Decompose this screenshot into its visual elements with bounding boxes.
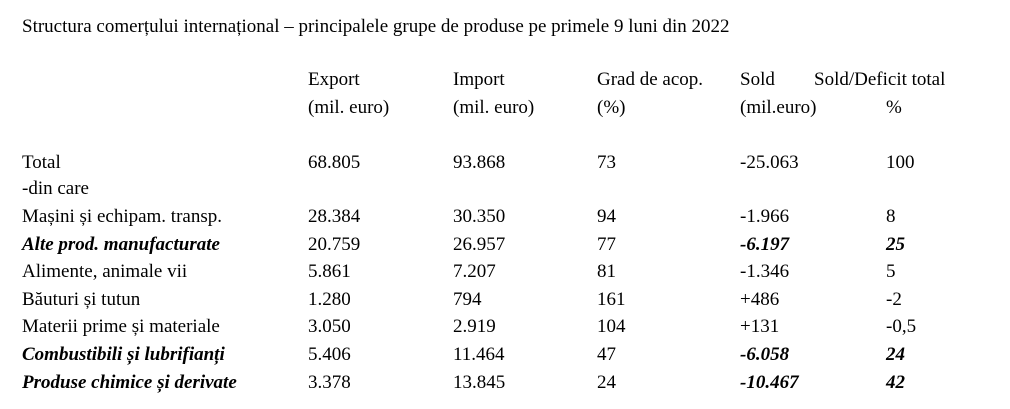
cell: -1.966 [740,206,790,227]
cell: 28.384 [308,206,361,227]
cell: +131 [740,316,780,337]
cell: 7.207 [453,261,496,282]
row-label: -din care [22,178,89,199]
column-unit: (mil. euro) [308,97,390,118]
cell: 20.759 [308,234,361,255]
column-header: Sold/Deficit total [814,69,946,90]
column-header: Import [453,69,505,90]
cell: 2.919 [453,316,496,337]
cell: -10.467 [740,372,799,393]
cell: 24 [597,372,616,393]
cell: 104 [597,316,626,337]
cell: -6.058 [740,344,790,365]
cell: 11.464 [453,344,505,365]
cell: 25 [886,234,905,255]
cell: +486 [740,289,780,310]
cell: 47 [597,344,616,365]
cell: 42 [886,372,905,393]
column-header: Grad de acop. [597,69,704,90]
row-label: Mașini și echipam. transp. [22,206,222,227]
cell: -0,5 [886,316,917,337]
cell: 81 [597,261,616,282]
title: Structura comerțului internațional – pri… [22,16,730,37]
cell: 77 [597,234,616,255]
cell: 100 [886,152,915,173]
row-label: Alte prod. manufacturate [22,234,220,255]
row-label: Combustibili și lubrifianți [22,344,225,365]
cell: 5.406 [308,344,351,365]
cell: -2 [886,289,902,310]
cell: 794 [453,289,482,310]
cell: 161 [597,289,626,310]
cell: 30.350 [453,206,506,227]
row-label: Băuturi și tutun [22,289,141,310]
row-label: Produse chimice și derivate [22,372,237,393]
row-label: Total [22,152,61,173]
cell: 5.861 [308,261,351,282]
cell: 68.805 [308,152,361,173]
cell: 93.868 [453,152,506,173]
cell: -1.346 [740,261,790,282]
cell: 5 [886,261,896,282]
column-unit: (mil.euro) [740,97,817,118]
row-label: Alimente, animale vii [22,261,188,282]
cell: 24 [886,344,905,365]
cell: 3.378 [308,372,351,393]
column-unit: (%) [597,97,626,118]
cell: -25.063 [740,152,799,173]
cell: 26.957 [453,234,506,255]
cell: -6.197 [740,234,790,255]
column-header: Export [308,69,360,90]
cell: 8 [886,206,896,227]
column-header: Sold [740,69,775,90]
column-unit: % [886,97,902,118]
cell: 3.050 [308,316,351,337]
cell: 13.845 [453,372,506,393]
cell: 1.280 [308,289,351,310]
column-unit: (mil. euro) [453,97,535,118]
cell: 73 [597,152,616,173]
row-label: Materii prime și materiale [22,316,220,337]
cell: 94 [597,206,616,227]
